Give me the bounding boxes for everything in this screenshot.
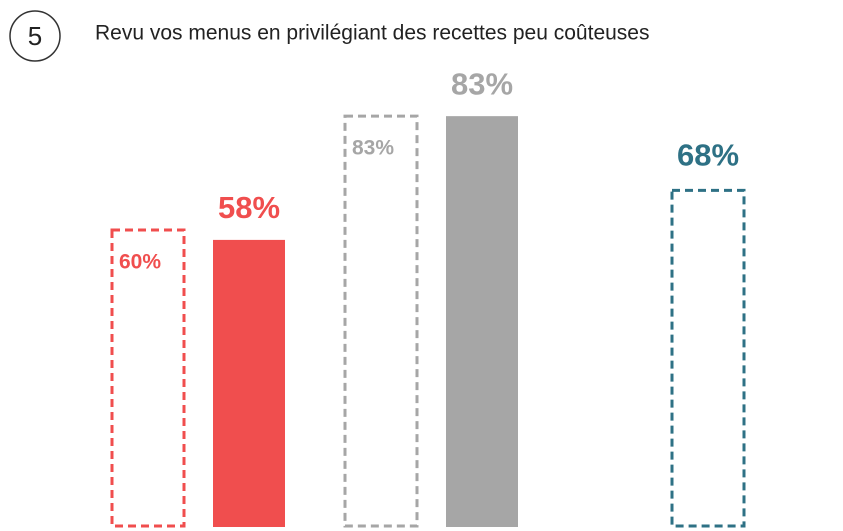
value-label: 83% [451,66,513,101]
number-circle [9,10,61,62]
question-number: 5 [28,21,42,51]
value-label: 58% [218,190,280,225]
value-label: 60% [119,251,161,274]
value-label: 83% [352,137,394,160]
value-label: 68% [677,138,739,173]
bar [446,116,518,528]
bar-outline [670,188,746,528]
bar-outline [343,114,419,528]
bar-outline [110,228,186,528]
chart-title: Revu vos menus en privilégiant des recet… [95,22,649,45]
bar [213,239,285,527]
